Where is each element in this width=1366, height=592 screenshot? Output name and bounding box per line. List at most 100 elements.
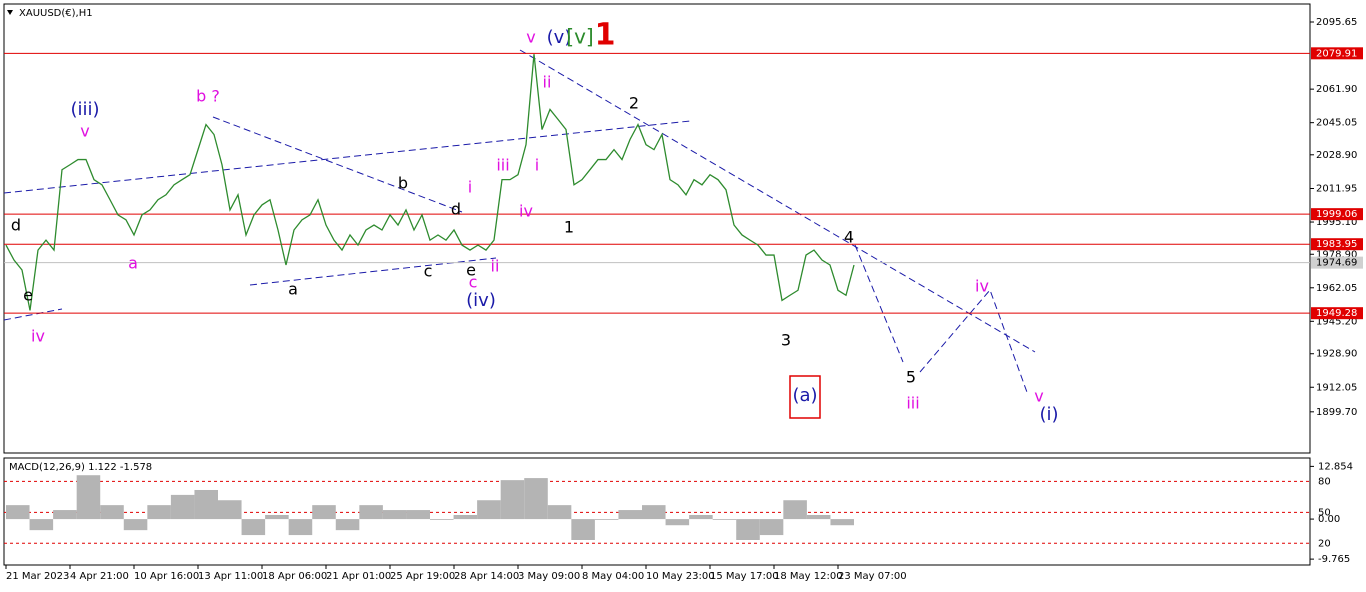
sub-y-tick-label: 12.854 — [1318, 461, 1353, 472]
projection-line — [854, 244, 904, 363]
y-tick-label: 1978.90 — [1316, 249, 1357, 260]
x-tick-label: 25 Apr 19:00 — [390, 571, 455, 582]
wave-label: e — [466, 261, 476, 280]
macd-bar — [100, 505, 124, 520]
y-tick-label: 1945.20 — [1316, 316, 1357, 327]
macd-bar — [123, 519, 148, 531]
wave-label: (a) — [792, 385, 817, 406]
wave-label: i — [535, 156, 539, 175]
y-tick-label: 2095.65 — [1316, 17, 1357, 28]
macd-bar — [759, 519, 784, 536]
macd-bar — [806, 514, 831, 520]
macd-bar — [359, 505, 383, 520]
level-label: 1999.06 — [1316, 209, 1357, 220]
sub-y-tick-label: -9.765 — [1318, 554, 1350, 565]
macd-bar — [147, 505, 171, 520]
macd-bar — [665, 519, 690, 526]
trend-line — [3, 120, 691, 194]
macd-bar — [194, 489, 218, 520]
x-tick-label: 23 May 07:00 — [838, 571, 907, 582]
macd-bar — [547, 505, 572, 520]
wave-label: 4 — [844, 228, 854, 247]
y2-tick-label: 50 — [1318, 507, 1331, 518]
x-tick-label: 10 May 23:00 — [646, 571, 715, 582]
wave-label: b — [398, 174, 408, 193]
y2-tick-label: 80 — [1318, 476, 1331, 487]
wave-label: 1 — [595, 18, 616, 53]
wave-label: 2 — [629, 94, 639, 113]
current-price-label: 1974.69 — [1316, 258, 1357, 269]
x-tick-label: 4 Apr 21:00 — [70, 571, 129, 582]
wave-label: e — [23, 286, 33, 305]
sub-frame — [3, 457, 1311, 566]
x-tick-label: 3 May 09:00 — [518, 571, 580, 582]
level-label-box — [1311, 47, 1363, 60]
wave-label: [v] — [566, 25, 593, 49]
main-frame — [3, 3, 1311, 454]
current-price-box — [1311, 256, 1363, 269]
macd-bar — [218, 500, 242, 520]
wave-label: ii — [491, 257, 500, 276]
macd-bar — [571, 519, 595, 540]
macd-bar — [594, 519, 619, 520]
macd-bar — [241, 519, 266, 536]
macd-bar — [29, 519, 54, 531]
macd-bar — [406, 510, 430, 520]
level-label-box — [1311, 307, 1363, 320]
macd-bar — [170, 494, 195, 520]
wave-label: a — [288, 280, 298, 299]
macd-bar — [736, 519, 760, 540]
trend-line — [249, 257, 497, 286]
x-tick-label: 28 Apr 14:00 — [454, 571, 519, 582]
level-label: 2079.91 — [1316, 48, 1357, 59]
y-tick-label: 1962.05 — [1316, 283, 1357, 294]
macd-bar — [642, 505, 666, 520]
wave-label: v — [80, 122, 89, 141]
trend-line — [519, 49, 1036, 353]
macd-bar — [382, 510, 407, 520]
macd-bar — [288, 519, 313, 536]
sub-y-tick-label: 0.00 — [1318, 514, 1340, 525]
wave-label: (iv) — [466, 290, 496, 311]
macd-bar — [76, 475, 101, 520]
y-tick-label: 1995.10 — [1316, 217, 1357, 228]
sub-title: MACD(12,26,9) 1.122 -1.578 — [9, 462, 152, 473]
macd-bar — [783, 500, 807, 520]
wave-label: 3 — [781, 331, 791, 350]
macd-bar — [265, 514, 289, 520]
trend-line — [3, 308, 63, 321]
x-tick-label: 15 May 17:00 — [710, 571, 779, 582]
macd-bar — [430, 519, 454, 520]
x-tick-label: 13 Apr 11:00 — [198, 571, 263, 582]
wave-label: 1 — [564, 218, 574, 237]
wave-label: iv — [519, 202, 533, 221]
macd-bar — [312, 505, 336, 520]
x-tick-label: 18 Apr 06:00 — [262, 571, 327, 582]
x-tick-label: 18 May 12:00 — [774, 571, 843, 582]
level-label: 1983.95 — [1316, 239, 1357, 250]
price-line — [5, 54, 855, 311]
wave-label: d — [451, 200, 461, 219]
macd-bar — [53, 510, 77, 520]
wave-label: 5 — [906, 368, 916, 387]
wave-label: iii — [906, 394, 919, 413]
macd-bar — [335, 519, 360, 531]
wave-label: b ? — [196, 87, 220, 106]
wave-label: d — [11, 216, 21, 235]
x-tick-label: 21 Mar 2023 — [6, 571, 69, 582]
level-label-box — [1311, 208, 1363, 221]
y-tick-label: 2061.90 — [1316, 84, 1357, 95]
macd-bar — [6, 505, 30, 520]
macd-bar — [830, 519, 854, 526]
y2-tick-label: 20 — [1318, 538, 1331, 549]
wave-label: v — [1034, 387, 1043, 406]
x-tick-label: 10 Apr 16:00 — [134, 571, 199, 582]
y-tick-label: 1912.05 — [1316, 382, 1357, 393]
wave-label: iv — [975, 277, 989, 296]
x-tick-label: 8 May 04:00 — [582, 571, 644, 582]
macd-bar — [689, 514, 713, 520]
wave-label: v — [526, 28, 535, 47]
macd-bar — [712, 519, 737, 520]
